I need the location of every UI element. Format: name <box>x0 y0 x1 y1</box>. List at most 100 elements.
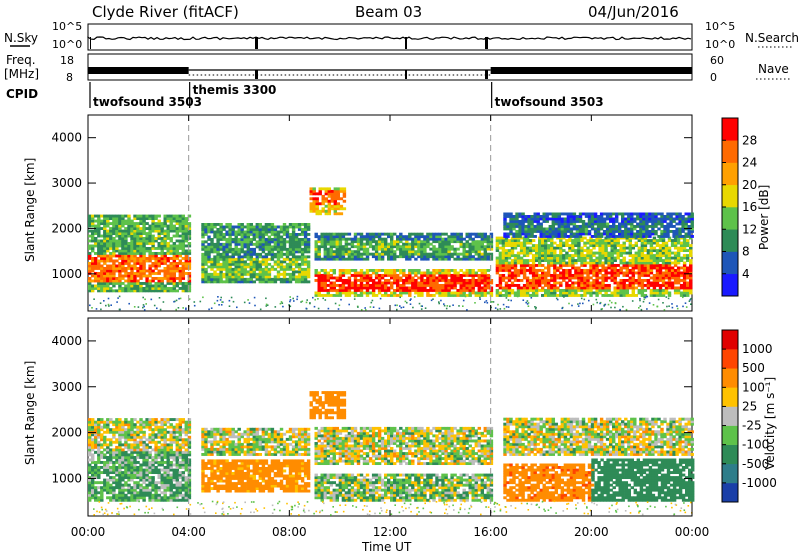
power-cell <box>634 259 639 262</box>
power-cell <box>586 274 590 277</box>
power-cell <box>667 284 672 287</box>
power-cell <box>267 247 272 251</box>
power-cell <box>637 236 642 240</box>
power-cell <box>423 252 427 256</box>
power-cell <box>441 247 445 251</box>
power-cell <box>273 230 278 234</box>
power-cell <box>255 223 260 226</box>
power-cell <box>652 281 657 285</box>
power-cell <box>118 222 122 225</box>
power-cell <box>91 249 95 253</box>
power-cell <box>130 254 134 258</box>
power-cell <box>621 222 625 226</box>
power-cell <box>408 242 412 246</box>
power-cell <box>273 252 278 256</box>
power-cell <box>133 217 137 220</box>
power-cell <box>91 224 95 228</box>
power-cell <box>142 217 146 220</box>
power-cell <box>544 259 548 262</box>
power-cell <box>444 286 448 290</box>
power-cell <box>550 279 554 282</box>
power-cell <box>429 289 433 292</box>
power-cell <box>559 271 563 275</box>
power-cell <box>689 289 693 292</box>
power-cell <box>450 245 454 249</box>
power-cell <box>137 306 140 308</box>
power-cell <box>443 303 445 305</box>
power-cell <box>495 269 500 272</box>
power-cell <box>384 245 388 249</box>
power-cell <box>133 232 137 235</box>
power-cell <box>408 271 412 275</box>
power-cell <box>571 266 575 270</box>
power-cell <box>501 254 506 257</box>
power-cell <box>267 270 272 274</box>
power-cell <box>613 266 617 270</box>
power-cell <box>595 298 598 301</box>
power-cell <box>544 251 548 255</box>
power-cell <box>124 247 128 250</box>
power-cell <box>246 252 251 256</box>
power-cell <box>91 267 95 270</box>
power-cell <box>169 279 173 283</box>
power-cell <box>327 202 332 206</box>
power-cell <box>219 225 223 229</box>
power-cell <box>139 222 143 225</box>
power-cell <box>477 269 482 272</box>
power-cell <box>377 291 382 295</box>
power-cell <box>599 215 604 218</box>
power-cell <box>525 236 530 240</box>
power-cell <box>127 217 131 220</box>
power-cell <box>563 232 568 236</box>
power-cell <box>103 277 107 280</box>
power-cell <box>553 261 557 265</box>
power-cell <box>535 271 539 275</box>
power-cell <box>127 232 131 235</box>
power-cell <box>536 220 540 223</box>
velocity-cell <box>91 483 95 487</box>
power-cell <box>539 222 543 226</box>
power-cell <box>658 291 663 295</box>
power-cell <box>145 249 149 253</box>
power-cell <box>142 229 146 233</box>
power-cell <box>106 222 110 225</box>
power-cell <box>225 252 229 256</box>
velocity-cell <box>94 481 98 485</box>
power-cell <box>686 249 690 252</box>
power-cell <box>249 233 254 236</box>
power-cell <box>599 220 604 223</box>
power-cell <box>318 189 322 193</box>
power-cell <box>664 241 669 245</box>
power-cell <box>513 239 518 242</box>
power-cell <box>374 284 379 287</box>
power-cell <box>338 242 343 246</box>
power-cell <box>648 232 652 236</box>
power-cell <box>201 270 205 274</box>
power-cell <box>157 227 161 230</box>
power-cell <box>166 227 170 230</box>
power-cell <box>291 225 296 229</box>
power-cell <box>91 232 95 235</box>
power-cell <box>297 275 302 279</box>
power-cell <box>359 255 364 259</box>
power-cell <box>559 246 563 250</box>
power-cell <box>649 256 654 260</box>
power-cell <box>303 270 308 274</box>
power-cell <box>600 308 603 311</box>
power-cell <box>291 240 296 244</box>
power-cell <box>390 286 394 290</box>
power-cell <box>568 279 572 282</box>
power-cell <box>151 264 155 268</box>
power-cell <box>593 222 598 226</box>
power-cell <box>258 223 263 226</box>
power-cell <box>465 235 469 239</box>
power-cell <box>88 239 92 243</box>
power-cell <box>684 227 688 231</box>
power-cbar-swatch <box>722 184 738 208</box>
power-cell <box>335 252 340 256</box>
power-cell <box>359 252 364 256</box>
power-cell <box>219 228 223 231</box>
power-cell <box>368 269 373 272</box>
power-cell <box>142 287 146 290</box>
power-cell <box>166 217 170 220</box>
